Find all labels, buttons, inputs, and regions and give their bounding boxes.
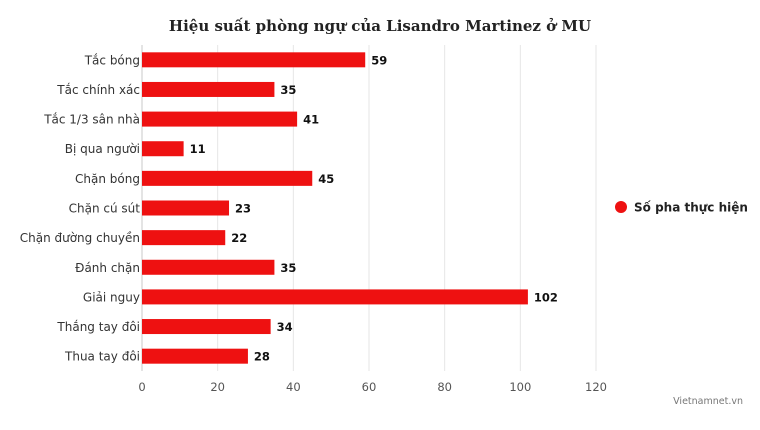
x-tick-labels: 0 20 40 60 80 100 120 [138,380,607,394]
bar[interactable] [142,259,275,275]
bar[interactable] [142,348,248,364]
bar[interactable] [142,111,298,127]
bar[interactable] [142,200,230,216]
bar[interactable] [142,52,366,68]
data-label: 34 [277,320,293,334]
x-tick-label: 120 [585,380,607,394]
category-label: Tắc bóng [84,53,140,67]
category-label: Bị qua người [65,142,140,156]
credit-text: Vietnamnet.vn [673,396,743,407]
data-label: 35 [280,83,296,97]
x-tick-label: 0 [138,380,145,394]
data-label: 102 [534,290,558,304]
data-label: 28 [254,350,270,364]
grid-lines [141,45,597,371]
category-label: Chặn cú sút [69,202,141,216]
data-label: 23 [235,202,251,216]
bars: 59 35 41 11 45 23 22 35 102 34 28 [142,52,558,364]
category-label: Thắng tay đôi [56,320,140,334]
chart-title: Hiệu suất phòng ngự của Lisandro Martine… [169,17,591,35]
data-label: 11 [190,142,206,156]
category-label: Tắc 1/3 sân nhà [43,113,140,127]
data-label: 41 [303,113,319,127]
bar[interactable] [142,319,271,335]
x-tick-label: 60 [362,380,377,394]
legend[interactable]: Số pha thực hiện [615,201,748,215]
data-label: 22 [231,231,247,245]
bar[interactable] [142,141,184,157]
data-label: 59 [371,53,387,67]
category-label: Giải nguy [83,290,140,304]
category-labels: Tắc bóng Tắc chính xác Tắc 1/3 sân nhà Bị q… [20,53,141,363]
category-label: Chặn đường chuyền [20,231,140,245]
category-label: Thua tay đôi [64,350,140,364]
legend-label: Số pha thực hiện [634,201,748,215]
x-tick-label: 20 [210,380,225,394]
bar[interactable] [142,81,275,97]
data-label: 45 [318,172,334,186]
category-label: Chặn bóng [75,172,140,186]
x-tick-label: 100 [509,380,531,394]
bar[interactable] [142,230,226,246]
data-label: 35 [280,261,296,275]
legend-marker [615,201,627,213]
x-tick-label: 40 [286,380,301,394]
category-label: Tắc chính xác [56,83,140,97]
bar[interactable] [142,170,313,186]
bar[interactable] [142,289,528,305]
category-label: Đánh chặn [75,261,140,275]
x-tick-label: 80 [437,380,452,394]
